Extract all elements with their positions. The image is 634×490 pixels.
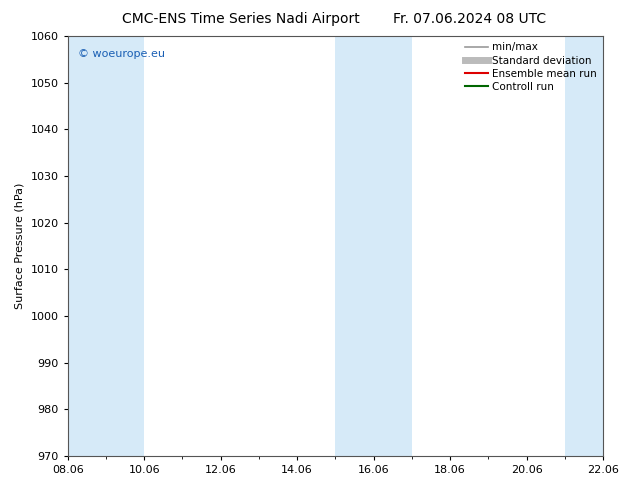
Bar — [335, 36, 412, 456]
Bar — [565, 36, 603, 456]
Text: © woeurope.eu: © woeurope.eu — [79, 49, 165, 59]
Text: CMC-ENS Time Series Nadi Airport: CMC-ENS Time Series Nadi Airport — [122, 12, 360, 26]
Y-axis label: Surface Pressure (hPa): Surface Pressure (hPa) — [15, 183, 25, 309]
Legend: min/max, Standard deviation, Ensemble mean run, Controll run: min/max, Standard deviation, Ensemble me… — [461, 38, 601, 96]
Bar — [68, 36, 144, 456]
Text: Fr. 07.06.2024 08 UTC: Fr. 07.06.2024 08 UTC — [392, 12, 546, 26]
